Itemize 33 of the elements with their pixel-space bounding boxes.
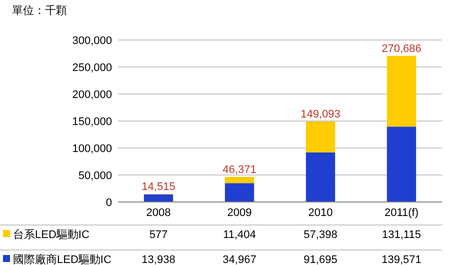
data-label: 131,115 <box>382 229 421 241</box>
x-tick-label: 2011(f) <box>384 207 419 219</box>
bar <box>224 176 254 184</box>
bar <box>386 56 416 127</box>
bar <box>306 121 336 152</box>
x-tick-label: 2010 <box>308 207 333 219</box>
y-tick-label: 250,000 <box>72 62 112 74</box>
y-tick-label: 300,000 <box>72 35 112 47</box>
data-label: 34,967 <box>222 254 256 265</box>
bar <box>224 183 254 202</box>
y-tick-label: 0 <box>106 197 112 209</box>
data-label: 57,398 <box>304 229 338 241</box>
bar <box>144 194 174 202</box>
bar <box>386 126 416 202</box>
data-label: 91,695 <box>304 254 338 265</box>
y-tick-label: 100,000 <box>72 143 112 155</box>
chart-title: 單位：千顆 <box>12 4 67 17</box>
bar <box>306 152 336 202</box>
data-label: 11,404 <box>223 229 256 241</box>
x-tick-label: 2009 <box>227 207 252 219</box>
data-label: 13,938 <box>142 254 176 265</box>
data-label: 139,571 <box>382 254 422 265</box>
total-label: 14,515 <box>142 181 176 194</box>
total-label: 149,093 <box>300 108 340 120</box>
legend-label: 台系LED驅動IC <box>13 228 90 241</box>
x-tick-label: 2008 <box>146 207 171 219</box>
y-tick-label: 150,000 <box>72 116 112 128</box>
y-tick-label: 200,000 <box>72 89 112 101</box>
total-label: 46,371 <box>222 164 256 176</box>
legend-label: 國際廠商LED驅動IC <box>13 253 112 265</box>
total-label: 270,686 <box>382 42 422 55</box>
y-tick-label: 50,000 <box>78 170 112 182</box>
data-label: 577 <box>149 229 168 241</box>
